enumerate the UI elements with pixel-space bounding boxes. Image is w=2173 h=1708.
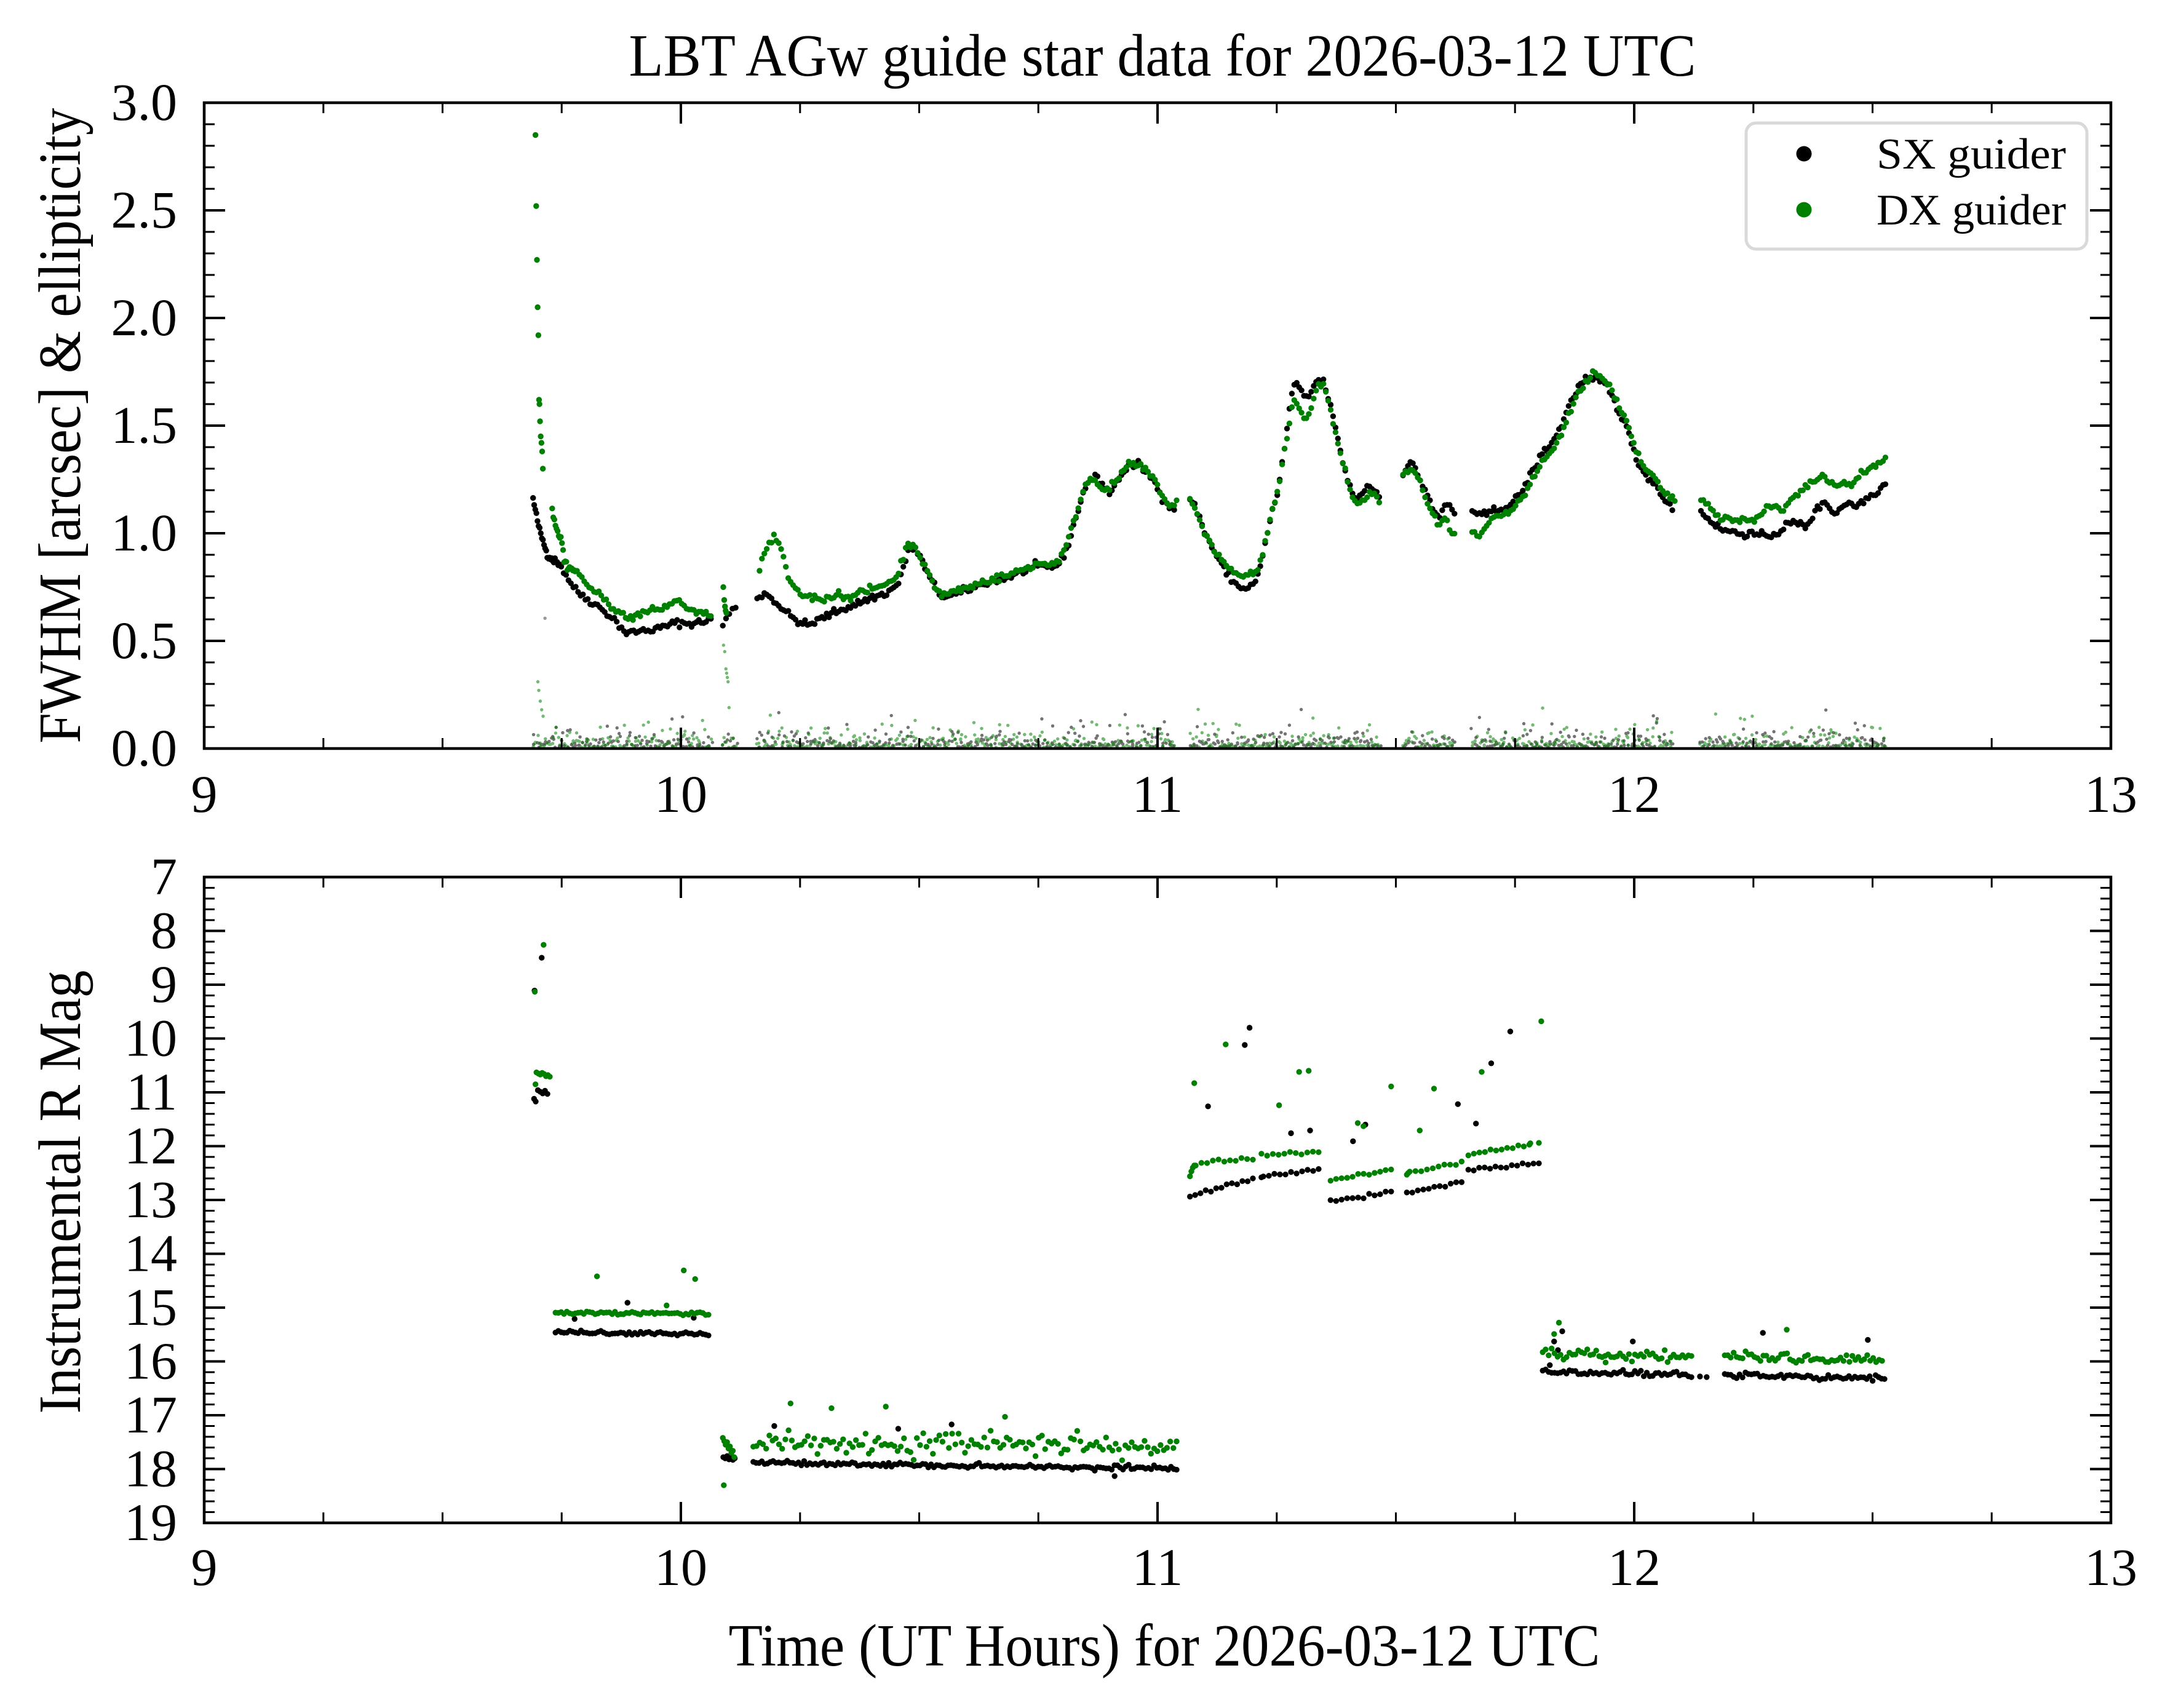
- svg-text:2.5: 2.5: [111, 180, 178, 239]
- svg-text:15: 15: [124, 1277, 177, 1337]
- svg-text:16: 16: [124, 1332, 177, 1391]
- svg-text:13: 13: [124, 1170, 177, 1229]
- svg-text:3.0: 3.0: [111, 73, 178, 132]
- svg-text:DX guider: DX guider: [1877, 186, 2066, 234]
- svg-text:0.0: 0.0: [111, 718, 178, 777]
- svg-text:13: 13: [2084, 765, 2137, 824]
- svg-text:SX guider: SX guider: [1877, 130, 2066, 178]
- svg-text:12: 12: [1608, 765, 1661, 824]
- svg-text:10: 10: [124, 1009, 177, 1068]
- svg-text:9: 9: [191, 1538, 218, 1597]
- svg-text:1.0: 1.0: [111, 503, 178, 562]
- svg-text:LBT AGw guide star data for 20: LBT AGw guide star data for 2026-03-12 U…: [629, 23, 1696, 89]
- svg-text:12: 12: [1608, 1538, 1661, 1597]
- svg-text:7: 7: [151, 847, 177, 906]
- svg-text:18: 18: [124, 1439, 177, 1498]
- svg-text:19: 19: [124, 1493, 177, 1552]
- svg-text:11: 11: [126, 1062, 177, 1121]
- svg-text:10: 10: [654, 765, 707, 824]
- svg-text:Instrumental R Mag: Instrumental R Mag: [27, 971, 93, 1414]
- svg-text:11: 11: [1132, 765, 1183, 824]
- svg-text:10: 10: [654, 1538, 707, 1597]
- svg-text:0.5: 0.5: [111, 611, 178, 670]
- svg-text:12: 12: [124, 1116, 177, 1175]
- svg-text:9: 9: [191, 765, 218, 824]
- svg-text:FWHM [arcsec] & ellipticity: FWHM [arcsec] & ellipticity: [27, 108, 93, 744]
- svg-text:11: 11: [1132, 1538, 1183, 1597]
- svg-text:17: 17: [124, 1385, 177, 1444]
- svg-text:14: 14: [124, 1224, 177, 1283]
- svg-text:Time (UT Hours) for 2026-03-12: Time (UT Hours) for 2026-03-12 UTC: [729, 1613, 1600, 1679]
- svg-text:13: 13: [2084, 1538, 2137, 1597]
- svg-text:9: 9: [151, 955, 177, 1014]
- svg-text:8: 8: [151, 901, 177, 960]
- svg-text:2.0: 2.0: [111, 288, 178, 347]
- svg-text:1.5: 1.5: [111, 395, 178, 455]
